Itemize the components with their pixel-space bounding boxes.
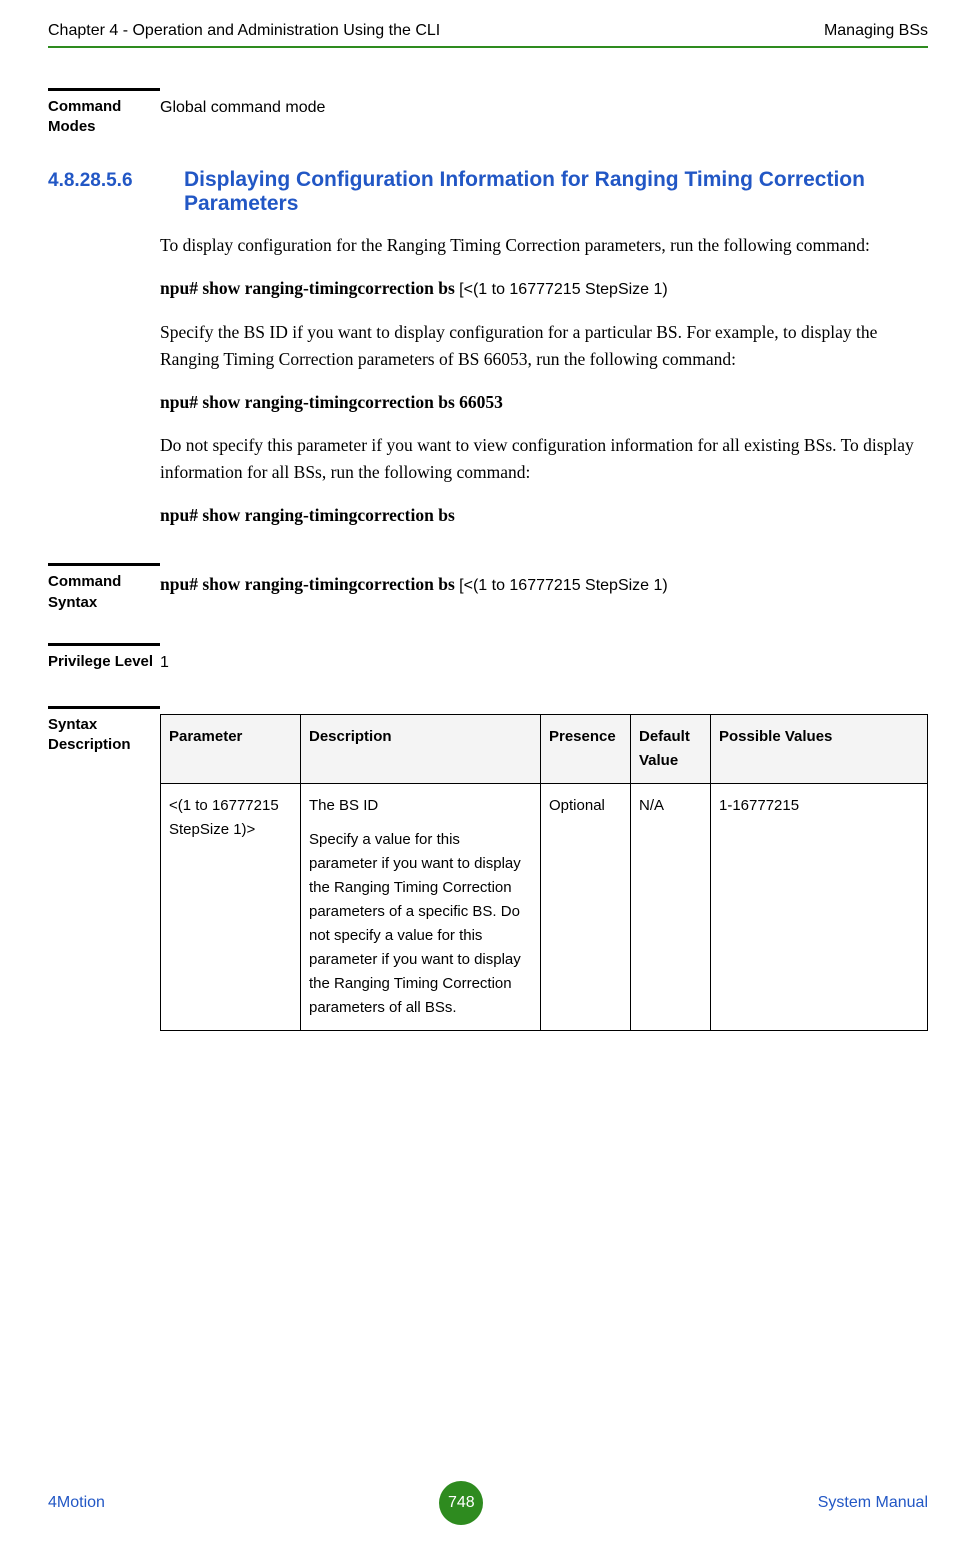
command-2: npu# show ranging-timingcorrection bs 66… (160, 389, 928, 416)
desc-line1: The BS ID (309, 794, 532, 818)
syntax-description-content: Parameter Description Presence Default V… (160, 706, 928, 1031)
th-default: Default Value (631, 714, 711, 783)
cell-possible: 1-16777215 (711, 783, 928, 1030)
section-number: 4.8.28.5.6 (48, 168, 160, 192)
privilege-level-label: Privilege Level (48, 643, 160, 672)
cmd-syntax-tail: [<(1 to 16777215 StepSize 1) (459, 577, 668, 594)
command-syntax-label: Command Syntax (48, 563, 160, 613)
privilege-level-row: Privilege Level 1 (48, 643, 928, 676)
command-modes-row: Command Modes Global command mode (48, 88, 928, 138)
para-2: Specify the BS ID if you want to display… (160, 319, 928, 373)
section-title: Displaying Configuration Information for… (184, 168, 928, 216)
cell-default: N/A (631, 783, 711, 1030)
table-row: <(1 to 16777215 StepSize 1)> The BS ID S… (161, 783, 928, 1030)
syntax-description-label: Syntax Description (48, 706, 160, 756)
header-left: Chapter 4 - Operation and Administration… (48, 22, 440, 40)
command-syntax-value: npu# show ranging-timingcorrection bs [<… (160, 563, 928, 599)
footer-product: 4Motion (48, 1494, 105, 1512)
desc-rest: Specify a value for this parameter if yo… (309, 828, 532, 1020)
command-modes-label: Command Modes (48, 88, 160, 138)
command-3: npu# show ranging-timingcorrection bs (160, 502, 928, 529)
syntax-table: Parameter Description Presence Default V… (160, 714, 928, 1031)
command-syntax-row: Command Syntax npu# show ranging-timingc… (48, 563, 928, 613)
section-body: To display configuration for the Ranging… (160, 232, 928, 530)
para-3: Do not specify this parameter if you wan… (160, 432, 928, 486)
footer-manual: System Manual (818, 1494, 928, 1512)
page-header: Chapter 4 - Operation and Administration… (48, 22, 928, 48)
cell-presence: Optional (541, 783, 631, 1030)
page-footer: 4Motion 748 System Manual (0, 1481, 976, 1525)
cmd-syntax-bold: npu# show ranging-timingcorrection bs (160, 574, 459, 594)
th-possible: Possible Values (711, 714, 928, 783)
header-right: Managing BSs (824, 22, 928, 40)
cell-parameter: <(1 to 16777215 StepSize 1)> (161, 783, 301, 1030)
page: Chapter 4 - Operation and Administration… (0, 0, 976, 1031)
footer-page-badge: 748 (439, 1481, 483, 1525)
command-modes-value: Global command mode (160, 88, 928, 121)
th-presence: Presence (541, 714, 631, 783)
th-parameter: Parameter (161, 714, 301, 783)
th-description: Description (301, 714, 541, 783)
cmd1-bold: npu# show ranging-timingcorrection bs (160, 278, 459, 298)
table-header-row: Parameter Description Presence Default V… (161, 714, 928, 783)
para-1: To display configuration for the Ranging… (160, 232, 928, 259)
section-heading: 4.8.28.5.6 Displaying Configuration Info… (48, 168, 928, 216)
command-1: npu# show ranging-timingcorrection bs [<… (160, 275, 928, 303)
cell-description: The BS ID Specify a value for this param… (301, 783, 541, 1030)
syntax-description-row: Syntax Description Parameter Description… (48, 706, 928, 1031)
privilege-level-value: 1 (160, 643, 928, 676)
cmd1-tail: [<(1 to 16777215 StepSize 1) (459, 281, 668, 298)
